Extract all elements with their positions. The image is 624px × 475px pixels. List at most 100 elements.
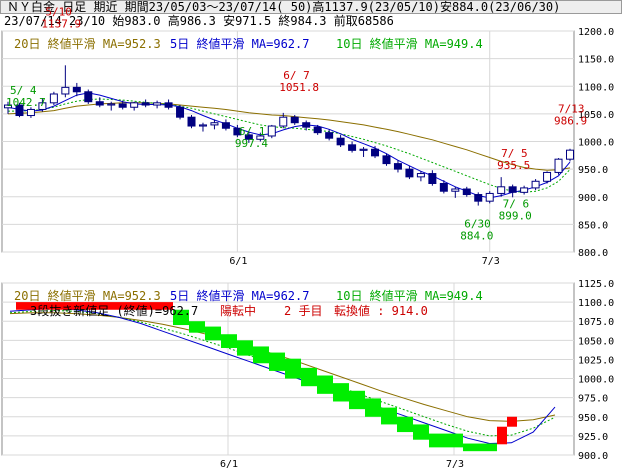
candle — [210, 119, 219, 130]
bottom-y-tick-label: 975.0 — [578, 394, 608, 405]
candle — [267, 124, 276, 139]
candle — [531, 179, 540, 191]
candle — [508, 184, 517, 198]
candle — [359, 147, 368, 157]
candle — [153, 100, 162, 109]
top-x-tick-label: 7/3 — [482, 256, 500, 267]
bottom-y-tick-label: 925.0 — [578, 432, 608, 443]
candle — [233, 124, 242, 138]
candle-body-down — [428, 173, 437, 184]
candle-body-down — [187, 116, 196, 127]
top-x-tick-label: 6/1 — [229, 256, 247, 267]
newprice-bar-up — [507, 416, 517, 427]
newprice-bar-down — [205, 326, 221, 341]
candle-body-down — [141, 102, 150, 106]
top-y-tick-label: 1000.0 — [578, 138, 614, 149]
candle-body-down — [84, 91, 93, 103]
candle — [382, 153, 391, 166]
top-legend-item: 10日 終値平滑 MA=949.4 — [336, 36, 483, 51]
candle-body-down — [176, 106, 185, 118]
candle-body-down — [474, 194, 483, 202]
candle — [497, 177, 506, 197]
candle-body-down — [221, 122, 230, 129]
candle-body-up — [520, 187, 529, 193]
bottom-y-tick-label: 1000.0 — [578, 375, 614, 386]
candle — [405, 165, 414, 180]
newprice-bar-down — [317, 375, 333, 394]
candle-body-down — [313, 126, 322, 134]
candle-body-up — [416, 173, 425, 178]
candle — [49, 91, 58, 106]
bottom-legend-item: 10日 終値平滑 MA=949.4 — [336, 288, 483, 303]
newprice-bar-down — [285, 358, 301, 379]
candle — [371, 145, 380, 159]
annotation-value: 899.0 — [499, 209, 532, 222]
newprice-bar-down — [253, 346, 269, 364]
candle-body-down — [462, 188, 471, 196]
candle — [336, 134, 345, 148]
candle — [348, 141, 357, 153]
top-y-tick-label: 1200.0 — [578, 27, 614, 38]
candle-body-down — [439, 182, 448, 192]
annotation-value: 1042.7 — [6, 96, 46, 109]
annotation-value: 997.4 — [235, 137, 268, 150]
candle-body-up — [267, 125, 276, 137]
candle-body-up — [26, 108, 35, 117]
candle — [72, 82, 81, 97]
candle — [118, 100, 127, 110]
annotation-date: 7/ 5 — [501, 147, 528, 160]
candle-body-down — [508, 186, 517, 193]
newprice-bar-down — [349, 390, 365, 410]
candle — [256, 132, 265, 142]
bottom-newprice-panel: 1125.0 1100.0 1075.0 1050.0 1025.0 1000.0 975.… — [1, 279, 614, 470]
newprice-bar-down — [301, 367, 317, 387]
candle-body-up — [531, 180, 540, 189]
chart-title: ＮＹ白金 日足 期近 期間23/05/03～23/07/14( 50)高1137… — [7, 0, 561, 14]
candle-body-up — [451, 188, 460, 192]
trend-status: 陽転中 — [220, 303, 256, 318]
newprice-bar-down — [237, 340, 253, 356]
candle — [187, 114, 196, 129]
candle — [451, 186, 460, 198]
annotation-date: 6/30 — [464, 218, 491, 231]
candle — [393, 160, 402, 173]
top-y-tick-label: 1100.0 — [578, 82, 614, 93]
top-legend-item: 20日 終値平滑 MA=952.3 — [14, 36, 161, 51]
candle-body-up — [4, 104, 12, 109]
candle — [198, 122, 207, 132]
candle — [95, 97, 104, 108]
candle-body-up — [554, 158, 563, 173]
candle-body-up — [210, 122, 219, 126]
candle-body-up — [198, 124, 207, 127]
candle — [485, 191, 494, 204]
candle — [474, 192, 483, 206]
annotation-date: 6/ 7 — [283, 69, 310, 82]
bottom-x-tick-label: 7/3 — [446, 459, 464, 470]
bottom-legend-item: 20日 終値平滑 MA=952.3 — [14, 288, 161, 303]
candle — [520, 185, 529, 195]
candle-body-up — [49, 93, 58, 104]
newprice-bar-down — [269, 352, 285, 371]
newprice-bar-down — [333, 383, 349, 402]
top-y-tick-label: 900.0 — [578, 193, 608, 204]
newprice-status: 3段抜き新値足 (終値)=962.7 — [30, 303, 198, 318]
annotation-value: 935.5 — [497, 159, 530, 172]
candle — [176, 105, 185, 120]
candle-body-down — [382, 155, 391, 165]
candle — [61, 65, 70, 98]
annotation-value: 986.9 — [554, 115, 587, 128]
annotation-date: 7/13 — [558, 103, 585, 116]
candle-body-down — [72, 86, 81, 93]
top-y-tick-label: 1050.0 — [578, 110, 614, 121]
top-y-tick-label: 950.0 — [578, 165, 608, 176]
candle-body-down — [325, 132, 334, 139]
annotation-date: 5/ 4 — [10, 84, 37, 97]
reversal-value: 転換値 : 914.0 — [334, 303, 428, 318]
candle — [141, 99, 150, 108]
candle — [543, 171, 552, 184]
candle-body-down — [118, 103, 127, 108]
candle — [290, 114, 299, 125]
top-y-tick-label: 1150.0 — [578, 55, 614, 66]
annotation-value: 1137.9 — [41, 17, 81, 30]
